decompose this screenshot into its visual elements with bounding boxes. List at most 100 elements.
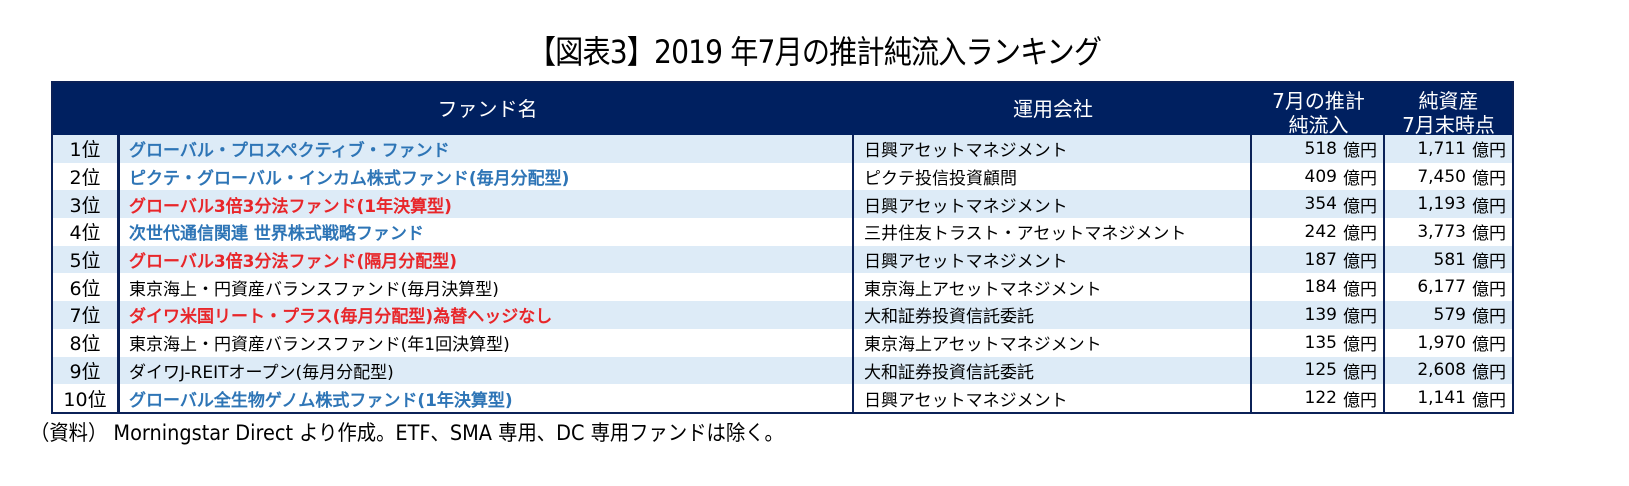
assets-value: 7,450 xyxy=(1417,166,1466,187)
chart-title: 【図表3】2019 年7月の推計純流入ランキング xyxy=(527,33,1102,71)
table-row: 6位 東京海上・円資産バランスファンド(毎月決算型) 東京海上アセットマネジメント 1… xyxy=(53,273,1512,302)
inflow-cell: 125 億円 xyxy=(1252,356,1385,385)
fund-name-cell: グローバル・プロスペクティブ・ファンド xyxy=(120,135,854,163)
source-note: （資料） Morningstar Direct より作成。ETF、SMA 専用、… xyxy=(30,421,784,445)
assets-value: 6,177 xyxy=(1417,277,1466,298)
assets-value: 2,608 xyxy=(1417,360,1466,381)
table-row: 7位 ダイワ米国リート・プラス(毎月分配型)為替ヘッジなし 大和証券投資信託委託 13… xyxy=(53,301,1512,329)
ranking-table: ファンド名 運用会社 7月の推計 純流入 純資産 7月末時点 1位 グローバル・プ… xyxy=(51,81,1514,414)
header-assets-line2: 7月末時点 xyxy=(1402,113,1495,137)
rank-cell: 8位 xyxy=(53,328,120,357)
rank-cell: 2位 xyxy=(53,162,120,191)
header-fund-name: ファンド名 xyxy=(437,97,538,121)
company-cell: ピクテ投信投資顧問 xyxy=(854,162,1252,191)
inflow-value: 139 xyxy=(1304,304,1337,325)
company-cell: 東京海上アセットマネジメント xyxy=(854,328,1252,357)
company-cell: 日興アセットマネジメント xyxy=(854,190,1252,219)
company-cell: 大和証券投資信託委託 xyxy=(854,301,1252,329)
company-cell: 日興アセットマネジメント xyxy=(854,245,1252,274)
rank-cell: 1位 xyxy=(53,135,120,163)
unit-label: 億円 xyxy=(1472,307,1506,328)
assets-cell: 1,193 億円 xyxy=(1385,190,1512,218)
assets-cell: 1,711 億円 xyxy=(1385,135,1512,163)
rank-cell: 9位 xyxy=(53,356,120,385)
table-row: 2位 ピクテ・グローバル・インカム株式ファンド(毎月分配型) ピクテ投信投資顧問 40… xyxy=(53,162,1512,191)
assets-value: 3,773 xyxy=(1417,221,1466,242)
table-row: 1位 グローバル・プロスペクティブ・ファンド 日興アセットマネジメント 518 億円 1,… xyxy=(53,135,1512,163)
table-row: 5位 グローバル3倍3分法ファンド(隔月分配型) 日興アセットマネジメント 187 億円… xyxy=(53,245,1512,274)
rank-cell: 4位 xyxy=(53,218,120,246)
table-row: 3位 グローバル3倍3分法ファンド(1年決算型) 日興アセットマネジメント 354 億円… xyxy=(53,190,1512,219)
unit-label: 億円 xyxy=(1472,141,1506,162)
table-row: 9位 ダイワJ-REITオープン(毎月分配型) 大和証券投資信託委託 125 億円 2,6… xyxy=(53,356,1512,385)
unit-label: 億円 xyxy=(1472,390,1506,411)
unit-label: 億円 xyxy=(1343,307,1377,328)
rank-cell: 5位 xyxy=(53,245,120,274)
table-row: 10位 グローバル全生物ゲノム株式ファンド(1年決算型) 日興アセットマネジメント 1… xyxy=(53,384,1512,412)
inflow-cell: 135 億円 xyxy=(1252,328,1385,357)
company-cell: 三井住友トラスト・アセットマネジメント xyxy=(854,218,1252,246)
header-inflow-line2: 純流入 xyxy=(1288,113,1349,137)
header-inflow-line1: 7月の推計 xyxy=(1272,89,1365,113)
inflow-cell: 122 億円 xyxy=(1252,384,1385,412)
unit-label: 億円 xyxy=(1343,279,1377,300)
inflow-value: 242 xyxy=(1304,221,1337,242)
unit-label: 億円 xyxy=(1343,141,1377,162)
assets-value: 579 xyxy=(1433,304,1466,325)
unit-label: 億円 xyxy=(1472,224,1506,245)
fund-name-cell: グローバル3倍3分法ファンド(隔月分配型) xyxy=(120,245,854,274)
unit-label: 億円 xyxy=(1343,390,1377,411)
table-header: ファンド名 運用会社 7月の推計 純流入 純資産 7月末時点 xyxy=(53,83,1512,137)
fund-name-cell: グローバル全生物ゲノム株式ファンド(1年決算型) xyxy=(120,384,854,412)
inflow-cell: 184 億円 xyxy=(1252,273,1385,302)
unit-label: 億円 xyxy=(1472,362,1506,383)
assets-cell: 2,608 億円 xyxy=(1385,357,1512,385)
inflow-value: 125 xyxy=(1304,360,1337,381)
company-cell: 日興アセットマネジメント xyxy=(854,135,1252,163)
assets-cell: 6,177 億円 xyxy=(1385,273,1512,301)
table-row: 8位 東京海上・円資産バランスファンド(年1回決算型) 東京海上アセットマネジメント… xyxy=(53,328,1512,357)
unit-label: 億円 xyxy=(1343,252,1377,273)
assets-cell: 581 億円 xyxy=(1385,246,1512,274)
company-cell: 日興アセットマネジメント xyxy=(854,384,1252,412)
inflow-value: 518 xyxy=(1304,138,1337,159)
rank-cell: 3位 xyxy=(53,190,120,219)
inflow-value: 184 xyxy=(1304,277,1337,298)
company-cell: 東京海上アセットマネジメント xyxy=(854,273,1252,302)
rank-cell: 7位 xyxy=(53,301,120,329)
fund-name-cell: 次世代通信関連 世界株式戦略ファンド xyxy=(120,218,854,246)
inflow-cell: 139 億円 xyxy=(1252,301,1385,329)
inflow-cell: 187 億円 xyxy=(1252,245,1385,274)
unit-label: 億円 xyxy=(1343,335,1377,356)
unit-label: 億円 xyxy=(1343,196,1377,217)
unit-label: 億円 xyxy=(1472,196,1506,217)
fund-name-cell: ダイワJ-REITオープン(毎月分配型) xyxy=(120,356,854,385)
header-assets: 純資産 7月末時点 xyxy=(1385,83,1512,137)
assets-cell: 1,970 億円 xyxy=(1385,329,1512,357)
unit-label: 億円 xyxy=(1472,335,1506,356)
inflow-value: 354 xyxy=(1304,194,1337,215)
table-row: 4位 次世代通信関連 世界株式戦略ファンド 三井住友トラスト・アセットマネジメント 2… xyxy=(53,218,1512,246)
inflow-cell: 242 億円 xyxy=(1252,218,1385,246)
inflow-cell: 409 億円 xyxy=(1252,162,1385,191)
unit-label: 億円 xyxy=(1343,224,1377,245)
table-body: 1位 グローバル・プロスペクティブ・ファンド 日興アセットマネジメント 518 億円 1,… xyxy=(53,135,1512,412)
unit-label: 億円 xyxy=(1472,279,1506,300)
assets-value: 1,193 xyxy=(1417,194,1466,215)
assets-value: 1,141 xyxy=(1417,388,1466,409)
inflow-value: 187 xyxy=(1304,249,1337,270)
header-assets-line1: 純資産 xyxy=(1418,89,1479,113)
inflow-value: 122 xyxy=(1304,388,1337,409)
inflow-value: 135 xyxy=(1304,332,1337,353)
assets-cell: 7,450 億円 xyxy=(1385,163,1512,191)
rank-cell: 10位 xyxy=(53,384,120,412)
header-inflow: 7月の推計 純流入 xyxy=(1252,83,1385,137)
fund-name-cell: グローバル3倍3分法ファンド(1年決算型) xyxy=(120,190,854,219)
assets-value: 581 xyxy=(1433,249,1466,270)
unit-label: 億円 xyxy=(1343,362,1377,383)
inflow-value: 409 xyxy=(1304,166,1337,187)
fund-name-cell: ダイワ米国リート・プラス(毎月分配型)為替ヘッジなし xyxy=(120,301,854,329)
inflow-cell: 354 億円 xyxy=(1252,190,1385,219)
unit-label: 億円 xyxy=(1472,169,1506,190)
assets-cell: 579 億円 xyxy=(1385,301,1512,329)
